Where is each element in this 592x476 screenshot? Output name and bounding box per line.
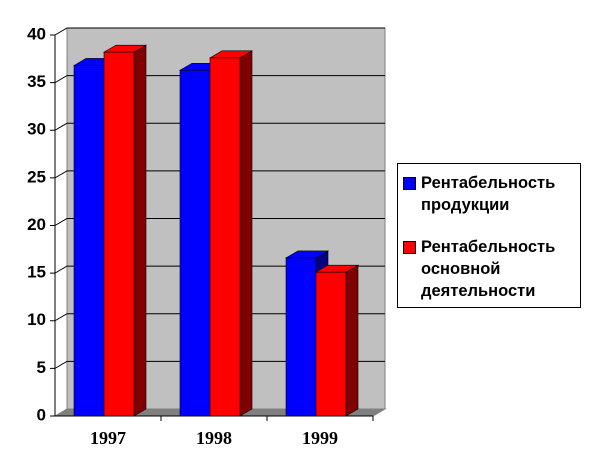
- y-tick-label: 35: [27, 72, 46, 91]
- y-tick-label: 20: [27, 215, 46, 234]
- bar: [102, 44, 148, 417]
- grid-line: [54, 75, 385, 84]
- bar-front: [209, 57, 241, 417]
- grid-line: [54, 313, 385, 322]
- bar-side: [239, 50, 253, 417]
- grid-line: [54, 27, 385, 36]
- bar-front: [315, 271, 347, 417]
- grid-line: [54, 360, 385, 369]
- bar-front: [103, 51, 135, 417]
- x-tick-label: 1998: [196, 428, 232, 448]
- bar-front: [73, 65, 105, 417]
- grid-line: [54, 170, 385, 179]
- y-tick-label: 0: [37, 405, 46, 424]
- y-tick-label: 15: [27, 263, 46, 282]
- legend: Рентабельность продукции Рентабельность о…: [397, 163, 581, 308]
- legend-item: Рентабельность продукции: [402, 172, 576, 216]
- y-tick-label: 25: [27, 167, 46, 186]
- grid-line: [54, 122, 385, 131]
- grid-line: [54, 265, 385, 274]
- grid-line: [54, 218, 385, 226]
- y-tick-label: 10: [27, 310, 46, 329]
- legend-label: Рентабельность продукции: [421, 174, 556, 214]
- bar-front: [285, 257, 317, 417]
- y-tick-label: 40: [27, 24, 46, 43]
- y-tick-label: 5: [37, 358, 46, 377]
- bar-side: [133, 44, 147, 417]
- bar: [314, 264, 360, 417]
- legend-label: Рентабельность основной деятельности: [421, 238, 556, 300]
- legend-swatch: [403, 241, 416, 254]
- x-tick-label: 1997: [90, 428, 126, 448]
- bar-side: [345, 264, 359, 417]
- y-tick-label: 30: [27, 120, 46, 139]
- x-tick-label: 1999: [302, 428, 338, 448]
- bar: [208, 50, 254, 417]
- bar-front: [179, 69, 211, 417]
- legend-item: Рентабельность основной деятельности: [402, 236, 576, 302]
- legend-swatch: [403, 177, 416, 190]
